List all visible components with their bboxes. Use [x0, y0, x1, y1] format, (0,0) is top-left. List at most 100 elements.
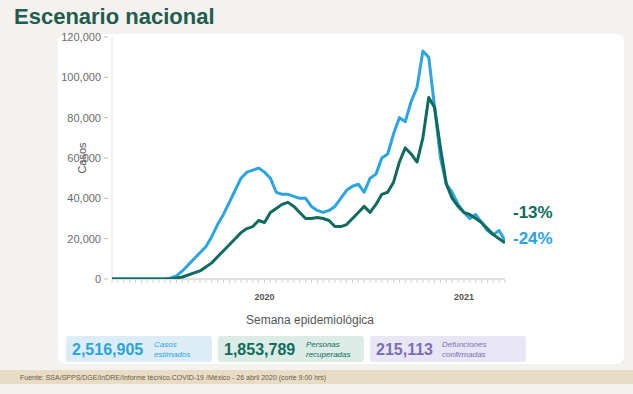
x-tick: [417, 280, 418, 283]
x-tick: [505, 280, 506, 283]
x-tick: [411, 280, 412, 283]
x-tick: [241, 280, 242, 283]
stat-box: [218, 336, 364, 362]
x-tick: [346, 280, 347, 283]
x-tick: [399, 280, 400, 283]
x-tick: [270, 280, 271, 283]
x-tick: [487, 280, 488, 283]
x-tick: [123, 280, 124, 283]
x-tick: [205, 280, 206, 283]
x-tick: [381, 280, 382, 283]
x-tick: [440, 280, 441, 283]
series-line: [112, 98, 505, 280]
footer-band: [0, 370, 633, 384]
stat-value: 215,113: [376, 341, 433, 358]
x-tick: [358, 280, 359, 283]
x-tick: [188, 280, 189, 283]
x-tick: [446, 280, 447, 283]
panel: [58, 34, 624, 364]
x-tick: [229, 280, 230, 283]
series-line: [112, 51, 505, 279]
x-tick: [264, 280, 265, 283]
y-tick: [104, 198, 108, 199]
x-tick: [329, 280, 330, 283]
x-tick: [469, 280, 470, 283]
x-tick: [287, 280, 288, 283]
stat-label: Casosestimados: [154, 340, 190, 359]
x-tick: [176, 280, 177, 283]
x-tick: [258, 280, 259, 283]
x-tick: [364, 280, 365, 283]
x-tick: [158, 280, 159, 283]
y-tick: [104, 158, 108, 159]
x-tick: [299, 280, 300, 283]
x-tick-label: 2020: [254, 292, 274, 302]
x-tick: [340, 280, 341, 283]
x-tick: [112, 280, 113, 283]
y-axis-label: Casos: [76, 142, 88, 174]
x-tick: [387, 280, 388, 283]
x-tick: [217, 280, 218, 283]
stat-label: Personasrecuperadas: [306, 340, 350, 359]
y-tick: [104, 238, 108, 239]
x-tick: [135, 280, 136, 283]
x-tick: [434, 280, 435, 283]
y-tick: [104, 77, 108, 78]
x-tick: [235, 280, 236, 283]
stat-value: 2,516,905: [72, 341, 143, 358]
x-tick: [475, 280, 476, 283]
y-tick-label: 120,000: [61, 31, 101, 43]
stat-box: [370, 336, 526, 362]
y-tick-label: 20,000: [67, 233, 101, 245]
x-tick: [393, 280, 394, 283]
x-tick: [463, 280, 464, 283]
x-tick: [164, 280, 165, 283]
source: Fuente: SSA/SPPS/DGE/InDRE/Informe técni…: [20, 374, 326, 382]
x-tick: [311, 280, 312, 283]
x-tick: [428, 280, 429, 283]
stat-label-line: Defunciones: [442, 340, 486, 349]
y-tick: [104, 279, 108, 280]
x-tick: [375, 280, 376, 283]
x-tick: [170, 280, 171, 283]
chart: Escenario nacional020,00040,00060,00080,…: [0, 0, 633, 394]
x-tick: [147, 280, 148, 283]
x-tick: [317, 280, 318, 283]
stat-label-line: estimados: [154, 350, 190, 359]
x-tick: [405, 280, 406, 283]
x-tick: [276, 280, 277, 283]
y-tick-label: 0: [95, 273, 101, 285]
title: Escenario nacional: [14, 4, 215, 29]
x-tick: [481, 280, 482, 283]
x-tick: [499, 280, 500, 283]
x-tick: [141, 280, 142, 283]
stat-value: 1,853,789: [224, 341, 295, 358]
x-tick: [246, 280, 247, 283]
x-tick: [458, 280, 459, 283]
y-tick-label: 40,000: [67, 192, 101, 204]
y-tick: [104, 117, 108, 118]
y-tick: [104, 37, 108, 38]
x-tick: [370, 280, 371, 283]
stat-label-line: Casos: [154, 340, 177, 349]
x-tick: [129, 280, 130, 283]
plot-area: [112, 51, 505, 279]
x-tick: [211, 280, 212, 283]
x-tick: [282, 280, 283, 283]
x-tick: [493, 280, 494, 283]
x-tick: [153, 280, 154, 283]
x-tick: [199, 280, 200, 283]
x-tick: [182, 280, 183, 283]
y-axis: [112, 37, 113, 279]
y-tick-label: 80,000: [67, 112, 101, 124]
annotation: -13%: [513, 203, 553, 222]
x-tick: [305, 280, 306, 283]
x-tick: [223, 280, 224, 283]
x-tick: [422, 280, 423, 283]
stat-label: Defuncionesconfirmadas: [442, 340, 486, 359]
background: [0, 0, 633, 394]
x-tick: [323, 280, 324, 283]
x-tick: [194, 280, 195, 283]
annotation: -24%: [513, 229, 553, 248]
stat-box: [66, 336, 212, 362]
